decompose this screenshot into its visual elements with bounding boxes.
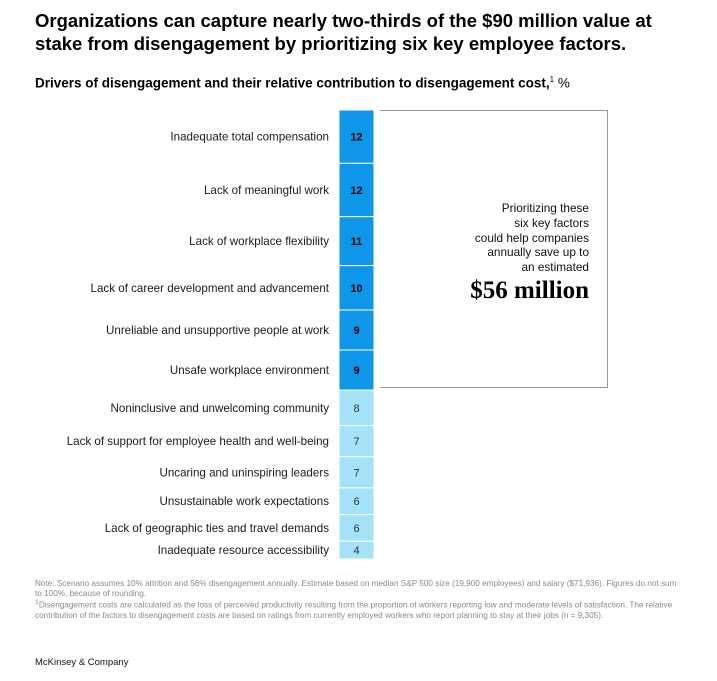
notes: Note: Scenario assumes 10% attrition and…	[35, 579, 685, 620]
bar-value-label: 7	[353, 436, 359, 448]
callout-line-5: an estimated	[521, 260, 589, 275]
category-label: Unsafe workplace environment	[170, 364, 330, 377]
bar-value-label: 8	[353, 403, 359, 415]
bar-segment	[338, 514, 375, 542]
headline: Organizations can capture nearly two-thi…	[35, 10, 652, 54]
category-label: Noninclusive and unwelcoming community	[111, 402, 330, 415]
bar-segment	[338, 216, 375, 267]
category-label: Inadequate total compensation	[170, 131, 329, 144]
source-credit: McKinsey & Company	[35, 657, 129, 668]
category-label: Lack of geographic ties and travel deman…	[105, 522, 329, 535]
callout-line-1: Prioritizing these	[501, 201, 589, 215]
callout-line-2: six key factors	[514, 215, 589, 230]
bar-value-label: 9	[353, 325, 359, 337]
callout-line-3: could help companies	[474, 230, 589, 245]
subtitle-text: Drivers of disengagement and their relat…	[35, 75, 550, 91]
footnote-text: Disengagement costs are calculated as th…	[35, 600, 673, 620]
bar-segment	[338, 162, 375, 218]
footnote-marker: 1	[35, 599, 39, 607]
subtitle-footnote-marker: 1	[549, 75, 555, 84]
category-label: Lack of career development and advanceme…	[91, 282, 330, 295]
bar-segment	[338, 456, 375, 489]
bar-value-label: 12	[350, 132, 362, 144]
bar-segment	[338, 309, 375, 351]
category-label: Lack of support for employee health and …	[67, 435, 329, 448]
category-label: Inadequate resource accessibility	[158, 544, 330, 557]
chart-subtitle: Drivers of disengagement and their relat…	[35, 75, 570, 91]
bar-value-label: 9	[353, 365, 359, 377]
bar-value-label: 11	[351, 236, 363, 248]
footnote-1: 1Disengagement costs are calculated as t…	[35, 598, 685, 620]
note-text: Note: Scenario assumes 10% attrition and…	[35, 579, 677, 598]
bar-segment	[338, 265, 375, 311]
bar-value-label: 10	[350, 283, 362, 295]
bar-segment	[338, 389, 375, 427]
category-label: Uncaring and uninspiring leaders	[159, 466, 329, 479]
bar-value-label: 6	[353, 496, 359, 508]
bar-value-label: 4	[353, 545, 359, 557]
category-label: Unreliable and unsupportive people at wo…	[106, 324, 329, 337]
bar-value-label: 6	[353, 523, 359, 535]
callout-box: Prioritizing these six key factors could…	[380, 110, 608, 388]
callout-text: Prioritizing these six key factors could…	[409, 201, 589, 275]
bar-value-label: 7	[353, 467, 359, 479]
category-label: Lack of workplace flexibility	[189, 235, 329, 248]
category-label: Unsustainable work expectations	[160, 495, 330, 508]
subtitle-unit: %	[557, 75, 570, 91]
bar-segment	[338, 540, 375, 560]
callout-amount: $56 million	[470, 277, 589, 304]
bar-segment	[338, 487, 375, 516]
bar-value-label: 12	[350, 185, 362, 197]
category-label: Lack of meaningful work	[204, 184, 329, 197]
callout-line-4: annually save up to	[487, 245, 589, 260]
